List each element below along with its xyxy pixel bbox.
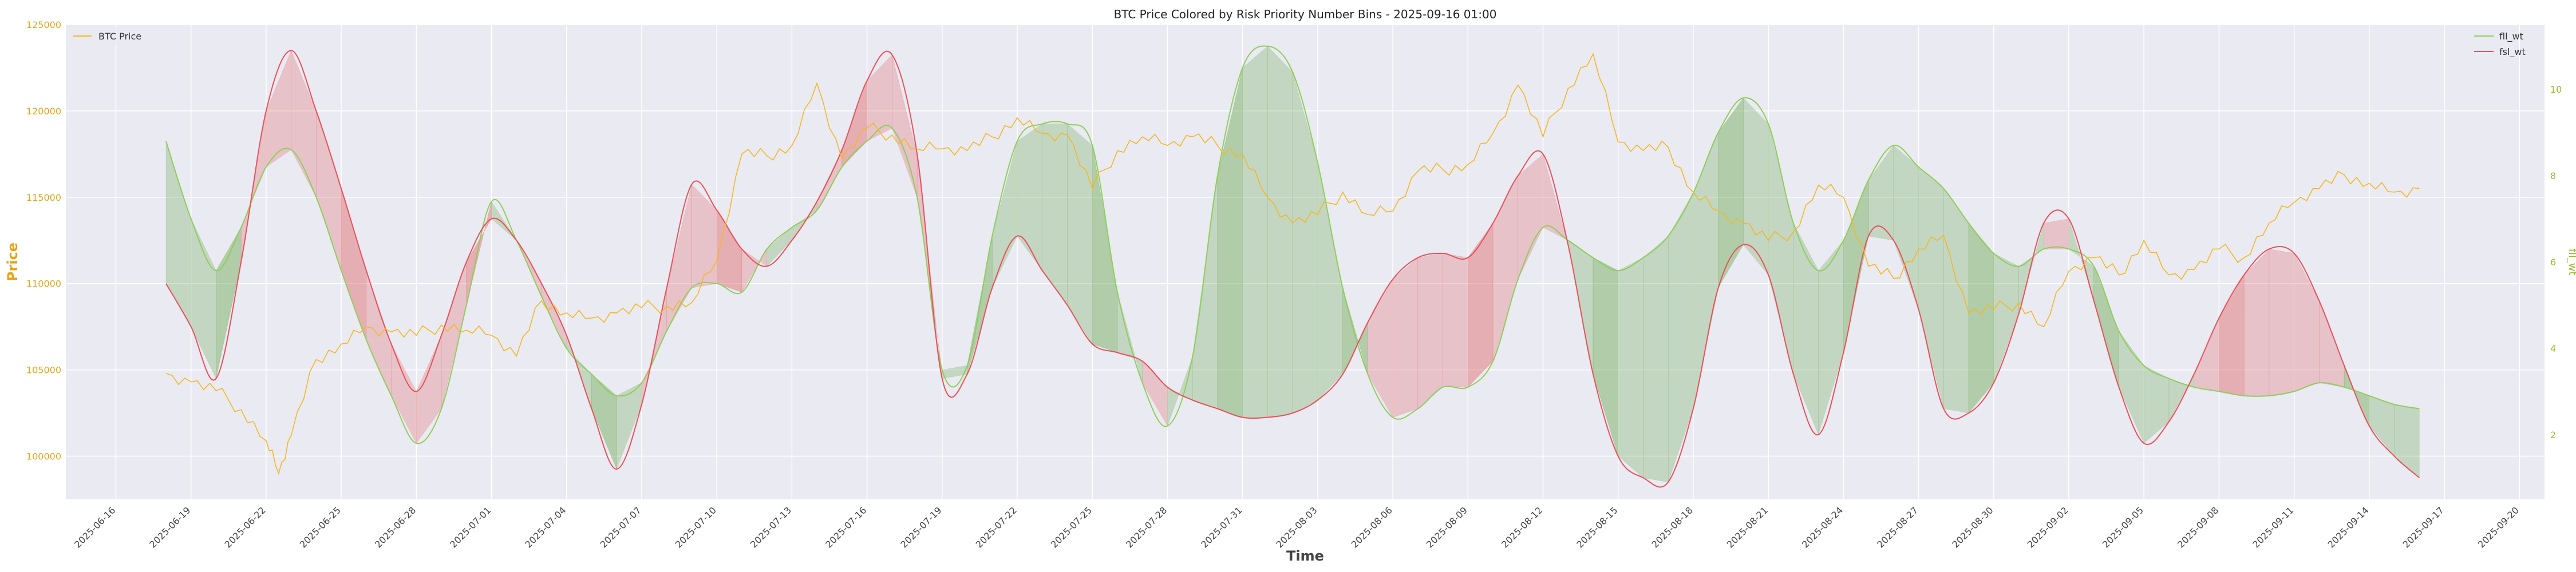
x-tick-label: 2025-06-28 — [373, 505, 418, 550]
band-segment — [2269, 249, 2294, 396]
x-tick-label: 2025-09-05 — [2100, 505, 2146, 550]
x-tick-label: 2025-09-11 — [2250, 505, 2296, 550]
right-y-tick-label: 2 — [2550, 430, 2556, 440]
x-axis-ticks: 2025-06-16 2025-06-19 2025-06-22 2025-06-25… — [72, 505, 2521, 550]
band-segment — [2243, 248, 2270, 396]
band-segment — [1392, 257, 1419, 418]
legend-fsl-label: fsl_wt — [2499, 46, 2526, 58]
x-tick-label: 2025-07-13 — [748, 505, 793, 550]
left-y-tick-label: 110000 — [26, 279, 61, 289]
legend-left: BTC Price — [69, 27, 155, 46]
x-tick-label: 2025-07-07 — [598, 505, 643, 550]
x-tick-label: 2025-07-16 — [823, 505, 868, 550]
right-y-tick-label: 6 — [2550, 257, 2556, 268]
x-tick-label: 2025-08-18 — [1650, 505, 1695, 550]
band-segment — [1267, 46, 1293, 418]
plot-background — [66, 25, 2545, 499]
left-y-tick-label: 125000 — [26, 19, 61, 30]
x-tick-label: 2025-07-19 — [898, 505, 943, 550]
band-segment — [2044, 219, 2069, 249]
fll-wt-line — [165, 45, 2420, 444]
band-segment — [1242, 46, 1268, 418]
right-y-tick-label: 10 — [2550, 84, 2562, 95]
right-y-tick-label: 8 — [2550, 170, 2556, 181]
band-segment — [1443, 253, 1468, 388]
x-tick-label: 2025-09-14 — [2325, 505, 2370, 550]
x-tick-label: 2025-08-03 — [1274, 505, 1319, 550]
fsl-wt-line — [165, 50, 2420, 488]
x-tick-label: 2025-07-04 — [523, 505, 568, 550]
left-y-tick-label: 115000 — [26, 192, 61, 203]
right-y-tick-label: 4 — [2550, 343, 2556, 354]
x-tick-label: 2025-07-01 — [448, 505, 493, 550]
band-segment — [1618, 257, 1643, 478]
x-tick-label: 2025-08-27 — [1875, 505, 1920, 550]
band-segment — [1968, 223, 1994, 414]
band-fills — [165, 46, 2420, 483]
x-tick-label: 2025-06-16 — [72, 505, 117, 550]
x-tick-label: 2025-06-25 — [298, 505, 343, 550]
x-axis-label: Time — [1286, 548, 1324, 564]
x-tick-label: 2025-06-22 — [223, 505, 268, 550]
legend-right: fll_wt fsl_wt — [2474, 31, 2526, 58]
left-y-tick-label: 120000 — [26, 106, 61, 117]
x-tick-label: 2025-09-20 — [2476, 505, 2521, 550]
x-tick-label: 2025-07-22 — [974, 505, 1019, 550]
x-tick-label: 2025-09-02 — [2025, 505, 2071, 550]
left-y-axis-label: Price — [5, 243, 21, 281]
x-tick-label: 2025-08-24 — [1800, 505, 1845, 550]
band-segment — [491, 201, 517, 241]
x-tick-label: 2025-09-08 — [2175, 505, 2221, 550]
x-tick-label: 2025-08-21 — [1725, 505, 1770, 550]
band-segment — [1743, 97, 1769, 276]
x-tick-label: 2025-07-28 — [1124, 505, 1169, 550]
x-tick-label: 2025-08-09 — [1424, 505, 1469, 550]
x-tick-label: 2025-08-12 — [1499, 505, 1544, 550]
right-y-axis-label: fll_wt — [2566, 248, 2576, 275]
band-segment — [1643, 236, 1669, 483]
x-tick-label: 2025-06-19 — [147, 505, 192, 550]
legend-price-label: BTC Price — [98, 31, 141, 42]
x-tick-label: 2025-07-31 — [1199, 505, 1244, 550]
series-lines — [165, 45, 2420, 488]
chart-title: BTC Price Colored by Risk Priority Numbe… — [1114, 7, 1497, 21]
x-tick-label: 2025-08-15 — [1574, 505, 1619, 550]
btc-price-line — [165, 53, 2420, 475]
right-y-axis-ticks: 2 4 6 8 10 — [2550, 84, 2562, 440]
x-tick-label: 2025-07-10 — [673, 505, 718, 550]
x-tick-label: 2025-09-17 — [2401, 505, 2446, 550]
left-y-axis-ticks: 100000 105000 110000 115000 120000 125000 — [26, 19, 61, 462]
band-segment — [1417, 253, 1443, 410]
x-tick-label: 2025-08-06 — [1349, 505, 1394, 550]
left-y-tick-label: 100000 — [26, 451, 61, 462]
x-tick-label: 2025-08-30 — [1950, 505, 1995, 550]
x-tick-label: 2025-07-25 — [1049, 505, 1094, 550]
grid-lines — [66, 24, 2545, 499]
legend-fll-label: fll_wt — [2499, 31, 2523, 42]
left-y-tick-label: 105000 — [26, 365, 61, 376]
